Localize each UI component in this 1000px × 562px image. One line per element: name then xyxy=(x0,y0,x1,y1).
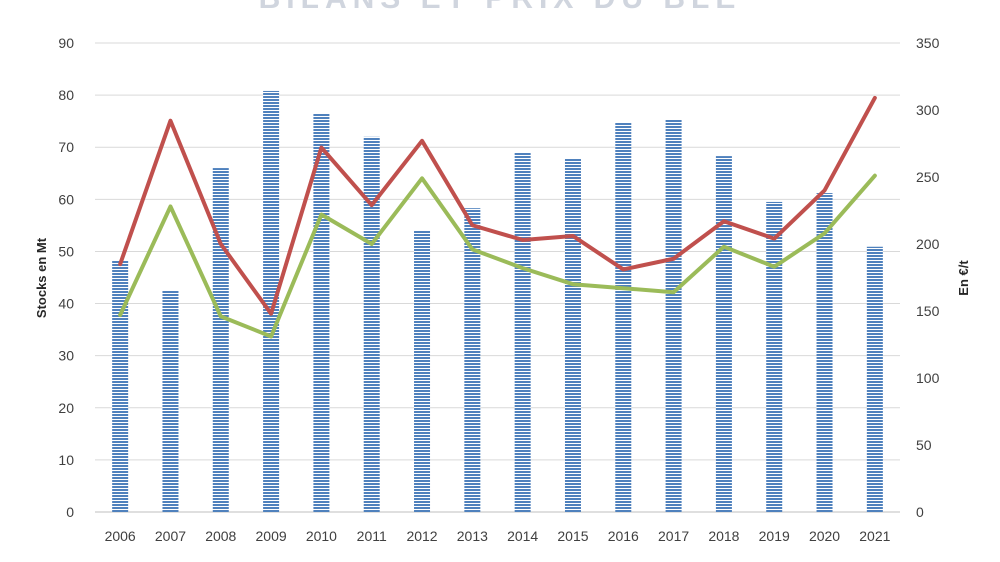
left-tick-label: 30 xyxy=(58,348,74,364)
bar xyxy=(514,152,531,512)
bar xyxy=(162,290,179,512)
x-tick-label: 2007 xyxy=(155,528,186,544)
x-tick-label: 2017 xyxy=(658,528,689,544)
x-tick-label: 2016 xyxy=(608,528,639,544)
right-tick-label: 50 xyxy=(916,437,932,453)
series-line xyxy=(118,95,877,316)
left-tick-label: 10 xyxy=(58,452,74,468)
x-tick-label: 2015 xyxy=(557,528,588,544)
right-axis-ticks: 0 50 100 150 200 250 300 350 xyxy=(916,35,940,520)
x-tick-label: 2010 xyxy=(306,528,337,544)
series-line xyxy=(118,173,877,339)
x-tick-label: 2014 xyxy=(507,528,538,544)
bar xyxy=(564,158,581,513)
bar xyxy=(615,122,632,512)
left-tick-label: 90 xyxy=(58,35,74,51)
gridlines xyxy=(95,42,900,513)
bar xyxy=(766,201,783,512)
left-tick-label: 60 xyxy=(58,191,74,207)
bar xyxy=(816,193,833,512)
right-tick-label: 350 xyxy=(916,35,940,51)
bar xyxy=(263,90,280,512)
bar xyxy=(866,246,883,512)
left-tick-label: 50 xyxy=(58,243,74,259)
right-tick-label: 0 xyxy=(916,504,924,520)
right-axis-title: En €/t xyxy=(956,260,971,296)
bar xyxy=(464,208,481,513)
left-tick-label: 40 xyxy=(58,296,74,312)
left-axis-ticks: 0 10 20 30 40 50 60 70 80 90 xyxy=(58,35,74,520)
bar xyxy=(363,136,380,513)
left-tick-label: 20 xyxy=(58,400,74,416)
right-tick-label: 100 xyxy=(916,370,940,386)
bar xyxy=(112,260,129,512)
left-tick-label: 80 xyxy=(58,87,74,103)
x-tick-label: 2021 xyxy=(859,528,890,544)
right-tick-label: 200 xyxy=(916,236,940,252)
bar xyxy=(414,230,431,512)
bar xyxy=(313,113,330,512)
x-tick-label: 2012 xyxy=(406,528,437,544)
right-tick-label: 250 xyxy=(916,169,940,185)
x-tick-label: 2009 xyxy=(256,528,287,544)
x-tick-label: 2006 xyxy=(105,528,136,544)
x-axis-ticks: 2006 2007 2008 2009 2010 2011 2012 2013 2014 2015… xyxy=(105,528,891,544)
bar xyxy=(665,119,682,512)
left-tick-label: 70 xyxy=(58,139,74,155)
bar xyxy=(715,156,732,512)
line-series xyxy=(118,95,877,339)
x-tick-label: 2019 xyxy=(759,528,790,544)
left-tick-label: 0 xyxy=(66,504,74,520)
bar-series xyxy=(112,90,883,513)
x-tick-label: 2013 xyxy=(457,528,488,544)
right-tick-label: 300 xyxy=(916,102,940,118)
chart-title: BILANS ET PRIX DU BLÉ xyxy=(259,0,742,15)
right-tick-label: 150 xyxy=(916,303,940,319)
x-tick-label: 2020 xyxy=(809,528,840,544)
x-tick-label: 2018 xyxy=(708,528,739,544)
x-tick-label: 2011 xyxy=(357,528,387,544)
left-axis-title: Stocks en Mt xyxy=(34,237,49,318)
bar xyxy=(212,168,229,513)
x-tick-label: 2008 xyxy=(205,528,236,544)
